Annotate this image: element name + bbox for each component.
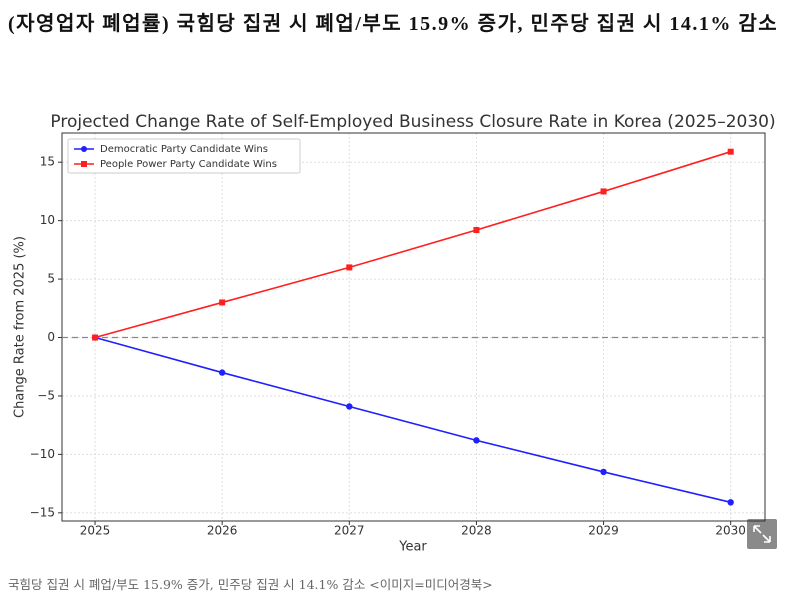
marker: [600, 468, 607, 476]
marker: [346, 403, 353, 410]
x-tick-label: 2027: [334, 524, 365, 538]
article-title: (자영업자 폐업률) 국힘당 집권 시 폐업/부도 15.9% 증가, 민주당 …: [8, 13, 779, 35]
marker: [473, 227, 480, 233]
y-tick-label: −5: [37, 388, 55, 402]
legend: Democratic Party Candidate Wins People Po…: [67, 138, 301, 174]
chart-title: Projected Change Rate of Self-Employed B…: [50, 112, 775, 132]
x-tick-label: 2030: [715, 524, 746, 538]
marker: [727, 499, 734, 506]
y-tick-label: −10: [30, 447, 55, 461]
legend-label: People Power Party Candidate Wins: [100, 159, 277, 170]
y-tick-label: 15: [40, 155, 55, 169]
series-line: [94, 150, 731, 339]
marker: [346, 264, 353, 271]
expand-icon[interactable]: [747, 519, 777, 549]
y-tick-label: 0: [47, 330, 55, 344]
y-tick-label: 5: [47, 272, 55, 286]
x-axis-label: Year: [398, 540, 427, 555]
marker: [218, 369, 226, 376]
image-caption: 국힘당 집권 시 폐업/부도 15.9% 증가, 민주당 집권 시 14.1% …: [8, 577, 493, 592]
x-tick-label: 2028: [461, 524, 492, 538]
marker: [600, 188, 607, 195]
legend-box: [67, 138, 301, 174]
x-tick-label: 2029: [588, 524, 619, 538]
y-tick-label: −15: [30, 505, 55, 519]
marker: [727, 148, 734, 155]
x-tick-label: 2025: [80, 524, 111, 538]
x-tick-label: 2026: [207, 524, 238, 538]
plot-frame: [61, 132, 766, 522]
legend-label: Democratic Party Candidate Wins: [100, 144, 268, 155]
legend-marker: [81, 146, 87, 152]
marker: [92, 334, 99, 341]
y-axis-label: Change Rate from 2025 (%): [13, 236, 28, 418]
marker: [219, 299, 226, 306]
series-line: [94, 336, 731, 504]
chart: Projected Change Rate of Self-Employed B…: [13, 112, 777, 555]
legend-marker: [81, 161, 87, 167]
y-tick-label: 10: [40, 213, 55, 227]
marker: [473, 437, 480, 444]
